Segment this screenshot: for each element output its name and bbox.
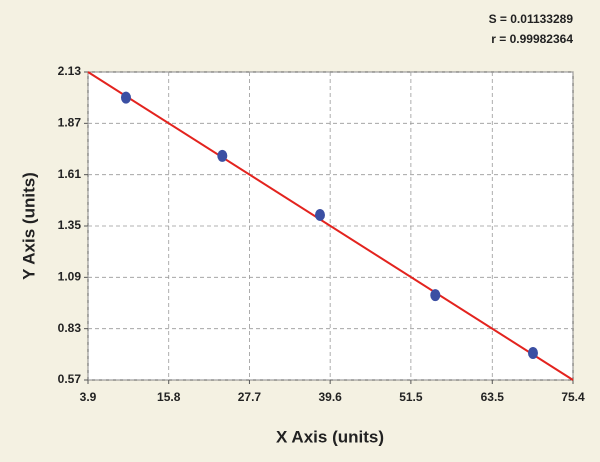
data-point — [527, 346, 538, 359]
x-tick-label: 75.4 — [561, 390, 585, 404]
x-tick-label: 63.5 — [481, 390, 505, 404]
y-tick-label: 2.13 — [58, 64, 82, 78]
x-axis-title: X Axis (units) — [276, 427, 384, 446]
y-tick-label: 0.57 — [58, 372, 82, 386]
y-tick-label: 1.09 — [58, 270, 82, 284]
data-point — [217, 149, 228, 162]
y-axis-title: Y Axis (units) — [19, 172, 38, 280]
y-tick-label: 1.61 — [58, 167, 82, 181]
x-tick-label: 27.7 — [238, 390, 262, 404]
data-point — [430, 289, 441, 302]
x-tick-label: 51.5 — [399, 390, 423, 404]
annotation: S = 0.01133289 — [489, 12, 574, 26]
annotation: r = 0.99982364 — [491, 32, 573, 46]
x-tick-label: 39.6 — [318, 390, 342, 404]
y-tick-label: 1.87 — [58, 116, 82, 130]
fit-line — [87, 71, 574, 381]
data-point — [314, 208, 325, 221]
y-tick-label: 1.35 — [58, 218, 82, 232]
y-tick-label: 0.83 — [58, 321, 82, 335]
x-tick-label: 3.9 — [80, 390, 97, 404]
data-point — [120, 91, 131, 104]
x-tick-label: 15.8 — [157, 390, 181, 404]
